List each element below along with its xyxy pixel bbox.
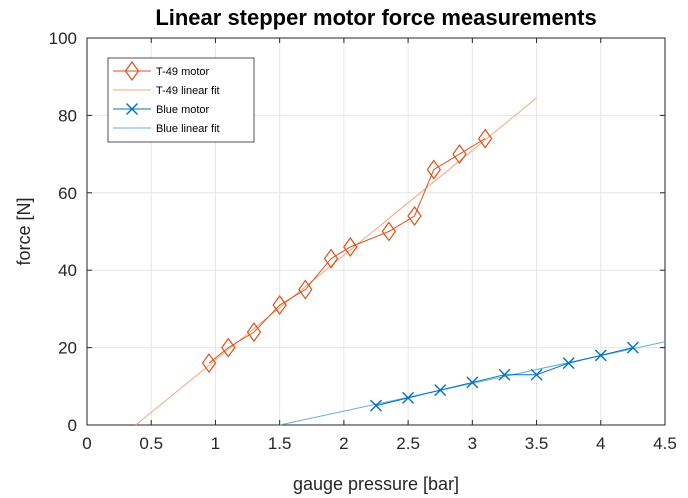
y-axis-ticks: 0 20 40 60 80 100 bbox=[49, 29, 665, 435]
x-tick-label: 2.5 bbox=[396, 434, 420, 453]
chart-title: Linear stepper motor force measurements bbox=[155, 5, 596, 30]
x-axis-label: gauge pressure [bar] bbox=[293, 474, 459, 494]
legend-item: T-49 motor bbox=[113, 60, 210, 82]
legend-item: T-49 linear fit bbox=[113, 85, 220, 97]
data-point bbox=[323, 248, 339, 269]
data-point bbox=[381, 221, 397, 242]
y-tick-label: 20 bbox=[58, 339, 77, 358]
data-point bbox=[498, 368, 511, 381]
data-point bbox=[221, 337, 236, 358]
legend: T-49 motor T-49 linear fit Blue motor Blue … bbox=[107, 57, 255, 143]
series-group bbox=[201, 128, 493, 374]
data-point bbox=[626, 341, 639, 354]
x-axis-ticks: 0 0.5 1 1.5 2 2.5 3 3.5 4 4.5 bbox=[82, 38, 677, 453]
x-tick-label: 1.5 bbox=[268, 434, 292, 453]
y-tick-label: 100 bbox=[49, 29, 77, 48]
y-tick-label: 0 bbox=[68, 416, 77, 435]
y-tick-label: 80 bbox=[58, 106, 77, 125]
data-point bbox=[246, 322, 262, 343]
fit-line bbox=[135, 97, 537, 426]
data-point bbox=[466, 376, 479, 389]
data-point bbox=[407, 205, 422, 227]
data-point bbox=[562, 357, 575, 370]
legend-item: Blue linear fit bbox=[113, 123, 220, 135]
legend-item: Blue motor bbox=[113, 103, 210, 116]
legend-label: Blue motor bbox=[156, 104, 210, 116]
x-tick-label: 0 bbox=[82, 434, 91, 453]
data-point bbox=[594, 349, 607, 362]
x-tick-label: 1 bbox=[211, 434, 220, 453]
x-tick-label: 4.5 bbox=[653, 434, 677, 453]
x-tick-label: 4 bbox=[596, 434, 605, 453]
series-group bbox=[370, 341, 639, 412]
legend-label: Blue linear fit bbox=[156, 123, 220, 135]
legend-marker bbox=[124, 60, 140, 82]
y-tick-label: 60 bbox=[58, 184, 77, 203]
y-tick-label: 40 bbox=[58, 261, 77, 280]
data-point bbox=[272, 295, 287, 316]
legend-label: T-49 motor bbox=[156, 66, 210, 78]
data-point bbox=[434, 384, 447, 397]
data-point bbox=[402, 391, 415, 404]
data-point bbox=[477, 128, 493, 149]
legend-marker bbox=[126, 103, 138, 115]
x-tick-label: 2 bbox=[339, 434, 348, 453]
legend-label: T-49 linear fit bbox=[156, 85, 220, 97]
data-point bbox=[530, 368, 543, 381]
data-point bbox=[343, 236, 358, 258]
data-point bbox=[426, 159, 442, 180]
data-point bbox=[370, 399, 382, 412]
data-point bbox=[201, 353, 217, 374]
data-point bbox=[452, 144, 467, 165]
x-tick-label: 0.5 bbox=[139, 434, 163, 453]
x-tick-label: 3 bbox=[468, 434, 477, 453]
x-tick-label: 3.5 bbox=[525, 434, 549, 453]
plot-area bbox=[86, 37, 666, 426]
y-axis-label: force [N] bbox=[14, 197, 34, 265]
data-point bbox=[298, 279, 313, 300]
data-series bbox=[201, 128, 639, 412]
